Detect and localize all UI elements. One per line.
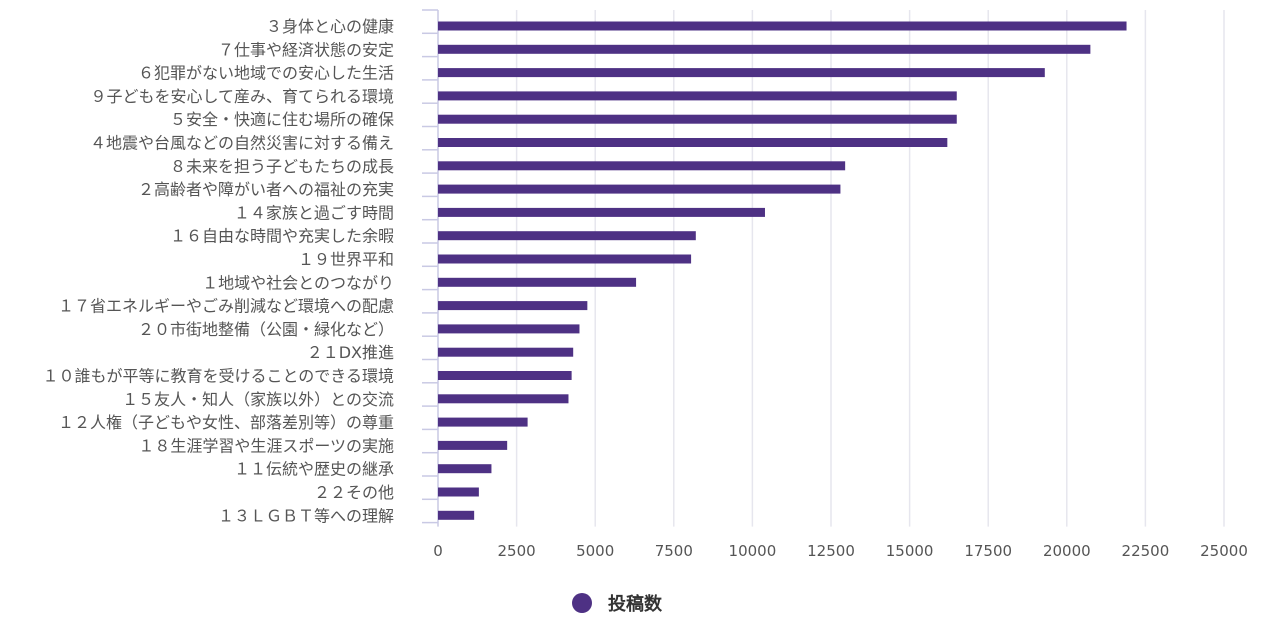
x-tick-label: 20000 [1043, 542, 1091, 560]
bar[interactable] [438, 254, 692, 264]
x-tick-label: 12500 [807, 542, 855, 560]
bar[interactable] [438, 440, 508, 450]
x-tick-label: 15000 [886, 542, 934, 560]
x-tick-label: 17500 [964, 542, 1012, 560]
x-tick-label: 0 [433, 542, 443, 560]
bars [438, 21, 1127, 520]
bar[interactable] [438, 487, 479, 497]
bar[interactable] [438, 161, 846, 171]
bar[interactable] [438, 324, 580, 334]
category-label: １９世界平和 [298, 250, 394, 269]
bar[interactable] [438, 114, 957, 124]
bar[interactable] [438, 394, 569, 404]
bar[interactable] [438, 417, 528, 427]
category-label: １７省エネルギーやごみ削減など環境への配慮 [58, 297, 394, 316]
legend[interactable]: 投稿数 [572, 590, 662, 616]
category-label: １１伝統や歴史の継承 [234, 460, 394, 479]
category-label: １０誰もが平等に教育を受けることのできる環境 [42, 367, 394, 386]
grid-lines [515, 10, 1225, 527]
x-tick-label: 10000 [729, 542, 777, 560]
bar[interactable] [438, 464, 492, 474]
category-label: ２２その他 [314, 483, 394, 502]
bar[interactable] [438, 371, 572, 380]
bar[interactable] [438, 21, 1127, 31]
x-tick-label: 2500 [498, 542, 536, 560]
x-tick-labels: 0 2500 5000 7500 10000 12500 15000 17500 20000 22… [433, 542, 1248, 560]
bar[interactable] [438, 231, 696, 241]
category-label: ８未来を担う子どもたちの成長 [170, 157, 394, 176]
category-label: ２高齢者や障がい者への福祉の充実 [138, 180, 394, 199]
bar[interactable] [438, 138, 948, 147]
category-label: ５安全・快適に住む場所の確保 [170, 110, 394, 129]
bar[interactable] [438, 68, 1045, 78]
x-tick-label: 22500 [1122, 542, 1170, 560]
category-label: ２０市街地整備（公園・緑化など） [138, 320, 394, 339]
bar[interactable] [438, 510, 475, 520]
bar[interactable] [438, 301, 588, 311]
bar[interactable] [438, 91, 957, 101]
bar[interactable] [438, 207, 765, 217]
category-label: ９子どもを安心して産み、育てられる環境 [90, 87, 394, 106]
category-label: ３身体と心の健康 [266, 17, 394, 36]
category-labels: ３身体と心の健康 ７仕事や経済状態の安定 ６犯罪がない地域での安心した生活 ９子どもを… [42, 17, 394, 525]
category-label: ６犯罪がない地域での安心した生活 [138, 64, 394, 83]
category-label: １２人権（子どもや女性、部落差別等）の尊重 [58, 413, 394, 432]
legend-label: 投稿数 [608, 594, 662, 615]
category-label: ４地震や台風などの自然災害に対する備え [90, 134, 394, 153]
x-tick-label: 7500 [655, 542, 693, 560]
category-label: １６自由な時間や充実した余暇 [170, 227, 394, 246]
category-label: ２１DX推進 [307, 343, 394, 362]
bar[interactable] [438, 44, 1091, 54]
bar[interactable] [438, 347, 574, 357]
category-label: １８生涯学習や生涯スポーツの実施 [138, 436, 394, 455]
x-tick-label: 25000 [1200, 542, 1248, 560]
category-label: １４家族と過ごす時間 [234, 203, 394, 222]
bar[interactable] [438, 184, 841, 194]
bar[interactable] [438, 277, 637, 287]
category-label: ７仕事や経済状態の安定 [218, 40, 394, 59]
category-label: １地域や社会とのつながり [202, 273, 394, 292]
legend-marker-icon [572, 593, 592, 613]
x-tick-label: 5000 [576, 542, 614, 560]
category-label: １３ＬＧＢＴ等への理解 [218, 506, 394, 525]
category-axis [422, 9, 439, 527]
category-label: １５友人・知人（家族以外）との交流 [122, 390, 394, 409]
